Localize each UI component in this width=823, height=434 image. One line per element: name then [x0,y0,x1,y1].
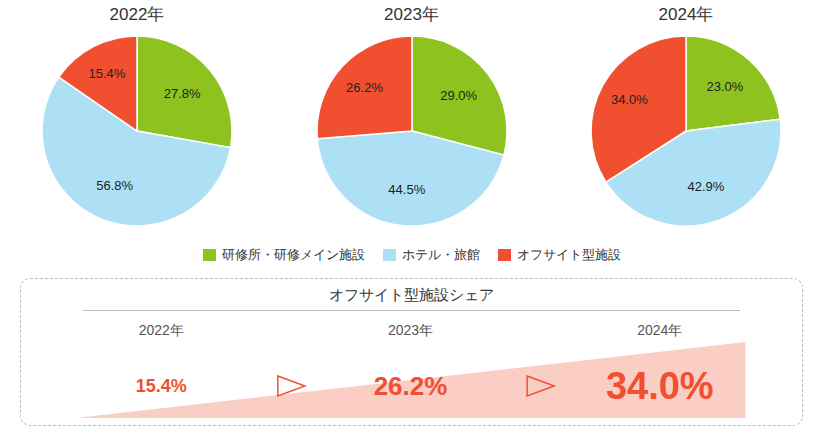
svg-text:27.8%: 27.8% [164,86,201,101]
html-text:ホテル・旅館: ホテル・旅館 [401,247,480,262]
svg-text:2022年: 2022年 [139,322,184,338]
svg-text:29.0%: 29.0% [440,88,477,103]
svg-text:2024年: 2024年 [637,322,682,338]
svg-text:56.8%: 56.8% [96,178,133,193]
svg-text:42.9%: 42.9% [688,179,725,194]
html-text:2022年: 2022年 [109,5,165,24]
html-text:研修所・研修メイン施設: 研修所・研修メイン施設 [221,247,365,262]
html-text:2024年: 2024年 [658,5,714,24]
svg-text:23.0%: 23.0% [707,79,744,94]
svg-text:26.2%: 26.2% [346,80,383,95]
svg-text:44.5%: 44.5% [388,182,425,197]
svg-text:2023年: 2023年 [388,322,433,338]
svg-text:15.4%: 15.4% [136,376,187,396]
html-text:2023年: 2023年 [384,5,439,24]
html-text:オフサイト型施設: オフサイト型施設 [516,247,621,262]
html-text:オフサイト型施設シェア: オフサイト型施設シェア [329,286,494,303]
svg-text:15.4%: 15.4% [89,66,126,81]
svg-text:26.2%: 26.2% [374,371,448,401]
svg-text:34.0%: 34.0% [611,92,648,107]
svg-text:34.0%: 34.0% [606,365,714,407]
